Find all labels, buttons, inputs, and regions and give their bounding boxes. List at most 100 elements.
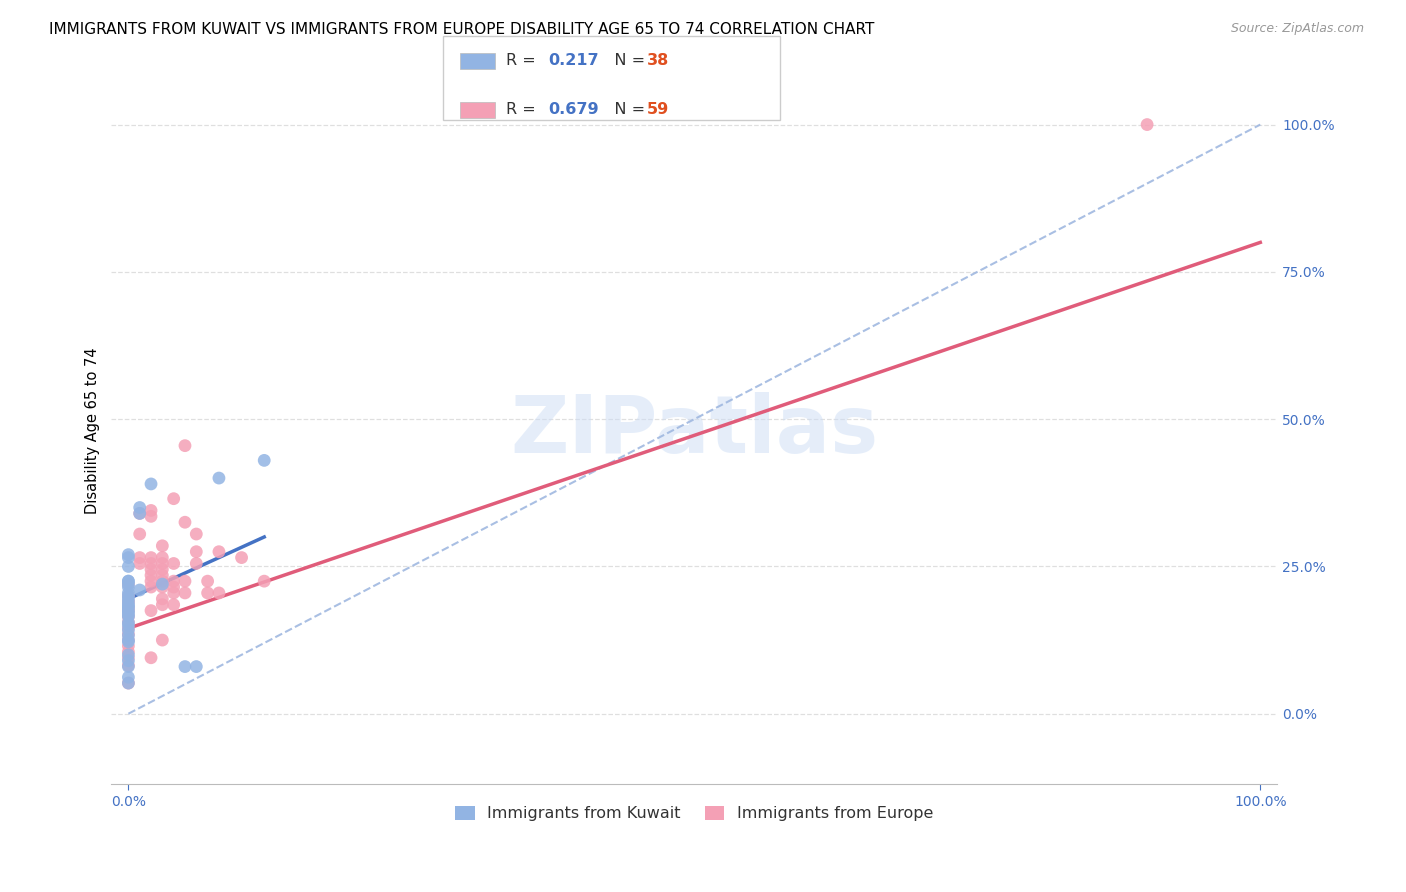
Point [208,471,231,485]
Text: 38: 38 [647,54,669,68]
Legend: Immigrants from Kuwait, Immigrants from Europe: Immigrants from Kuwait, Immigrants from … [447,797,941,830]
Point [117,633,139,648]
Point [117,658,139,673]
Point [117,609,139,624]
Point [128,500,150,515]
Point [150,580,173,594]
Point [117,615,139,630]
Point [117,604,139,618]
Point [139,562,162,576]
Point [253,453,276,467]
Point [117,598,139,612]
Point [197,574,219,589]
Point [117,654,139,668]
Text: R =: R = [506,103,541,117]
Point [128,582,150,597]
Point [117,580,139,594]
Point [174,586,197,600]
Point [117,595,139,609]
Point [117,591,139,606]
Point [139,477,162,491]
Point [117,577,139,591]
Point [139,580,162,594]
Point [163,580,186,594]
Point [128,507,150,521]
Point [117,600,139,615]
Point [117,648,139,662]
Point [117,670,139,684]
Point [174,515,197,529]
Point [163,557,186,571]
Point [150,568,173,582]
Point [150,539,173,553]
Text: Source: ZipAtlas.com: Source: ZipAtlas.com [1230,22,1364,36]
Point [163,598,186,612]
Point [117,623,139,637]
Point [117,607,139,622]
Point [117,645,139,659]
Point [139,509,162,524]
Point [117,550,139,565]
Point [197,586,219,600]
Point [150,574,173,589]
Point [139,557,162,571]
Point [117,595,139,609]
Point [128,507,150,521]
Point [117,676,139,690]
Point [163,574,186,589]
Point [117,589,139,603]
Point [231,550,253,565]
Point [117,604,139,618]
Point [186,557,208,571]
Point [117,548,139,562]
Point [163,586,186,600]
Text: 0.217: 0.217 [548,54,599,68]
Point [117,627,139,641]
Point [139,568,162,582]
Point [117,628,139,642]
Point [117,615,139,630]
Text: 0.679: 0.679 [548,103,599,117]
Point [150,562,173,576]
Point [117,606,139,620]
Text: ZIPatlas: ZIPatlas [510,392,879,470]
Point [117,659,139,673]
Text: IMMIGRANTS FROM KUWAIT VS IMMIGRANTS FROM EUROPE DISABILITY AGE 65 TO 74 CORRELA: IMMIGRANTS FROM KUWAIT VS IMMIGRANTS FRO… [49,22,875,37]
Point [117,574,139,589]
Point [139,650,162,665]
Point [150,577,173,591]
Point [174,659,197,673]
Point [139,574,162,589]
Point [117,589,139,603]
Point [150,598,173,612]
Point [174,574,197,589]
Point [117,618,139,632]
Point [150,591,173,606]
Text: 59: 59 [647,103,669,117]
Point [117,676,139,690]
Point [253,574,276,589]
Point [150,557,173,571]
Point [117,574,139,589]
Point [139,503,162,517]
Point [150,550,173,565]
Point [117,650,139,665]
Y-axis label: Disability Age 65 to 74: Disability Age 65 to 74 [86,348,100,515]
Point [117,609,139,624]
Point [117,621,139,635]
Point [208,544,231,558]
Point [128,550,150,565]
Point [117,586,139,600]
Point [186,544,208,558]
Point [186,527,208,541]
Text: N =: N = [599,103,650,117]
Point [117,559,139,574]
Point [128,557,150,571]
Point [1136,118,1159,132]
Point [139,550,162,565]
Point [117,635,139,649]
Point [163,491,186,506]
Point [139,604,162,618]
Point [186,659,208,673]
Point [117,633,139,648]
